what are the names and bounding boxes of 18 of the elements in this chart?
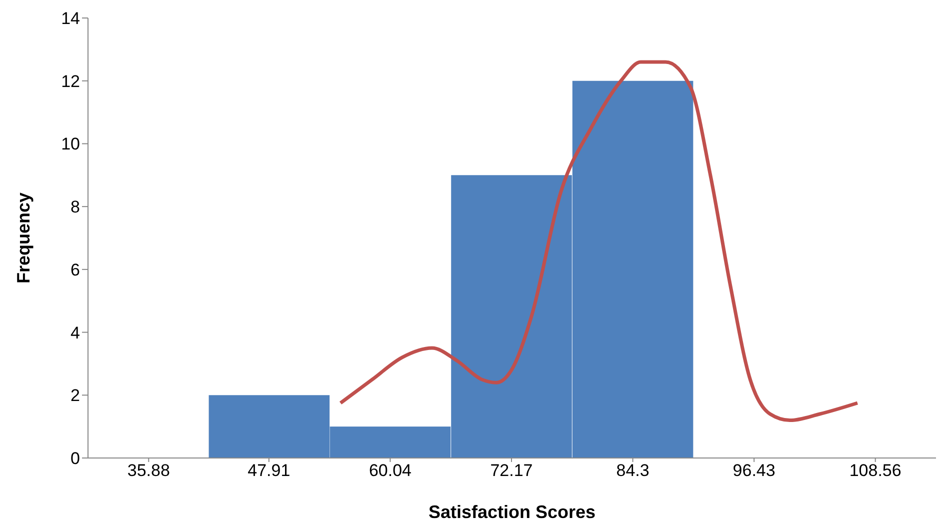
- x-axis-title: Satisfaction Scores: [428, 502, 596, 522]
- x-tick-label: 72.17: [490, 461, 533, 480]
- x-tick-label: 35.88: [127, 461, 170, 480]
- x-tick-label: 47.91: [248, 461, 290, 480]
- y-tick-label: 10: [61, 134, 80, 154]
- x-tick-label: 96.43: [732, 461, 776, 480]
- y-tick-label: 14: [61, 9, 80, 28]
- x-tick-label: 60.04: [368, 461, 412, 480]
- line-series: [338, 60, 860, 422]
- y-tick-label: 0: [70, 449, 80, 468]
- x-tick-label: 84.3: [616, 461, 650, 480]
- x-tick-label: 108.56: [849, 461, 902, 480]
- y-axis-title: Frequency: [13, 192, 34, 284]
- y-tick-label: 8: [70, 198, 80, 217]
- y-tick-label: 12: [61, 72, 80, 91]
- y-tick-label: 4: [70, 323, 80, 342]
- y-tick-label: 6: [70, 260, 80, 280]
- y-tick-label: 2: [70, 386, 80, 406]
